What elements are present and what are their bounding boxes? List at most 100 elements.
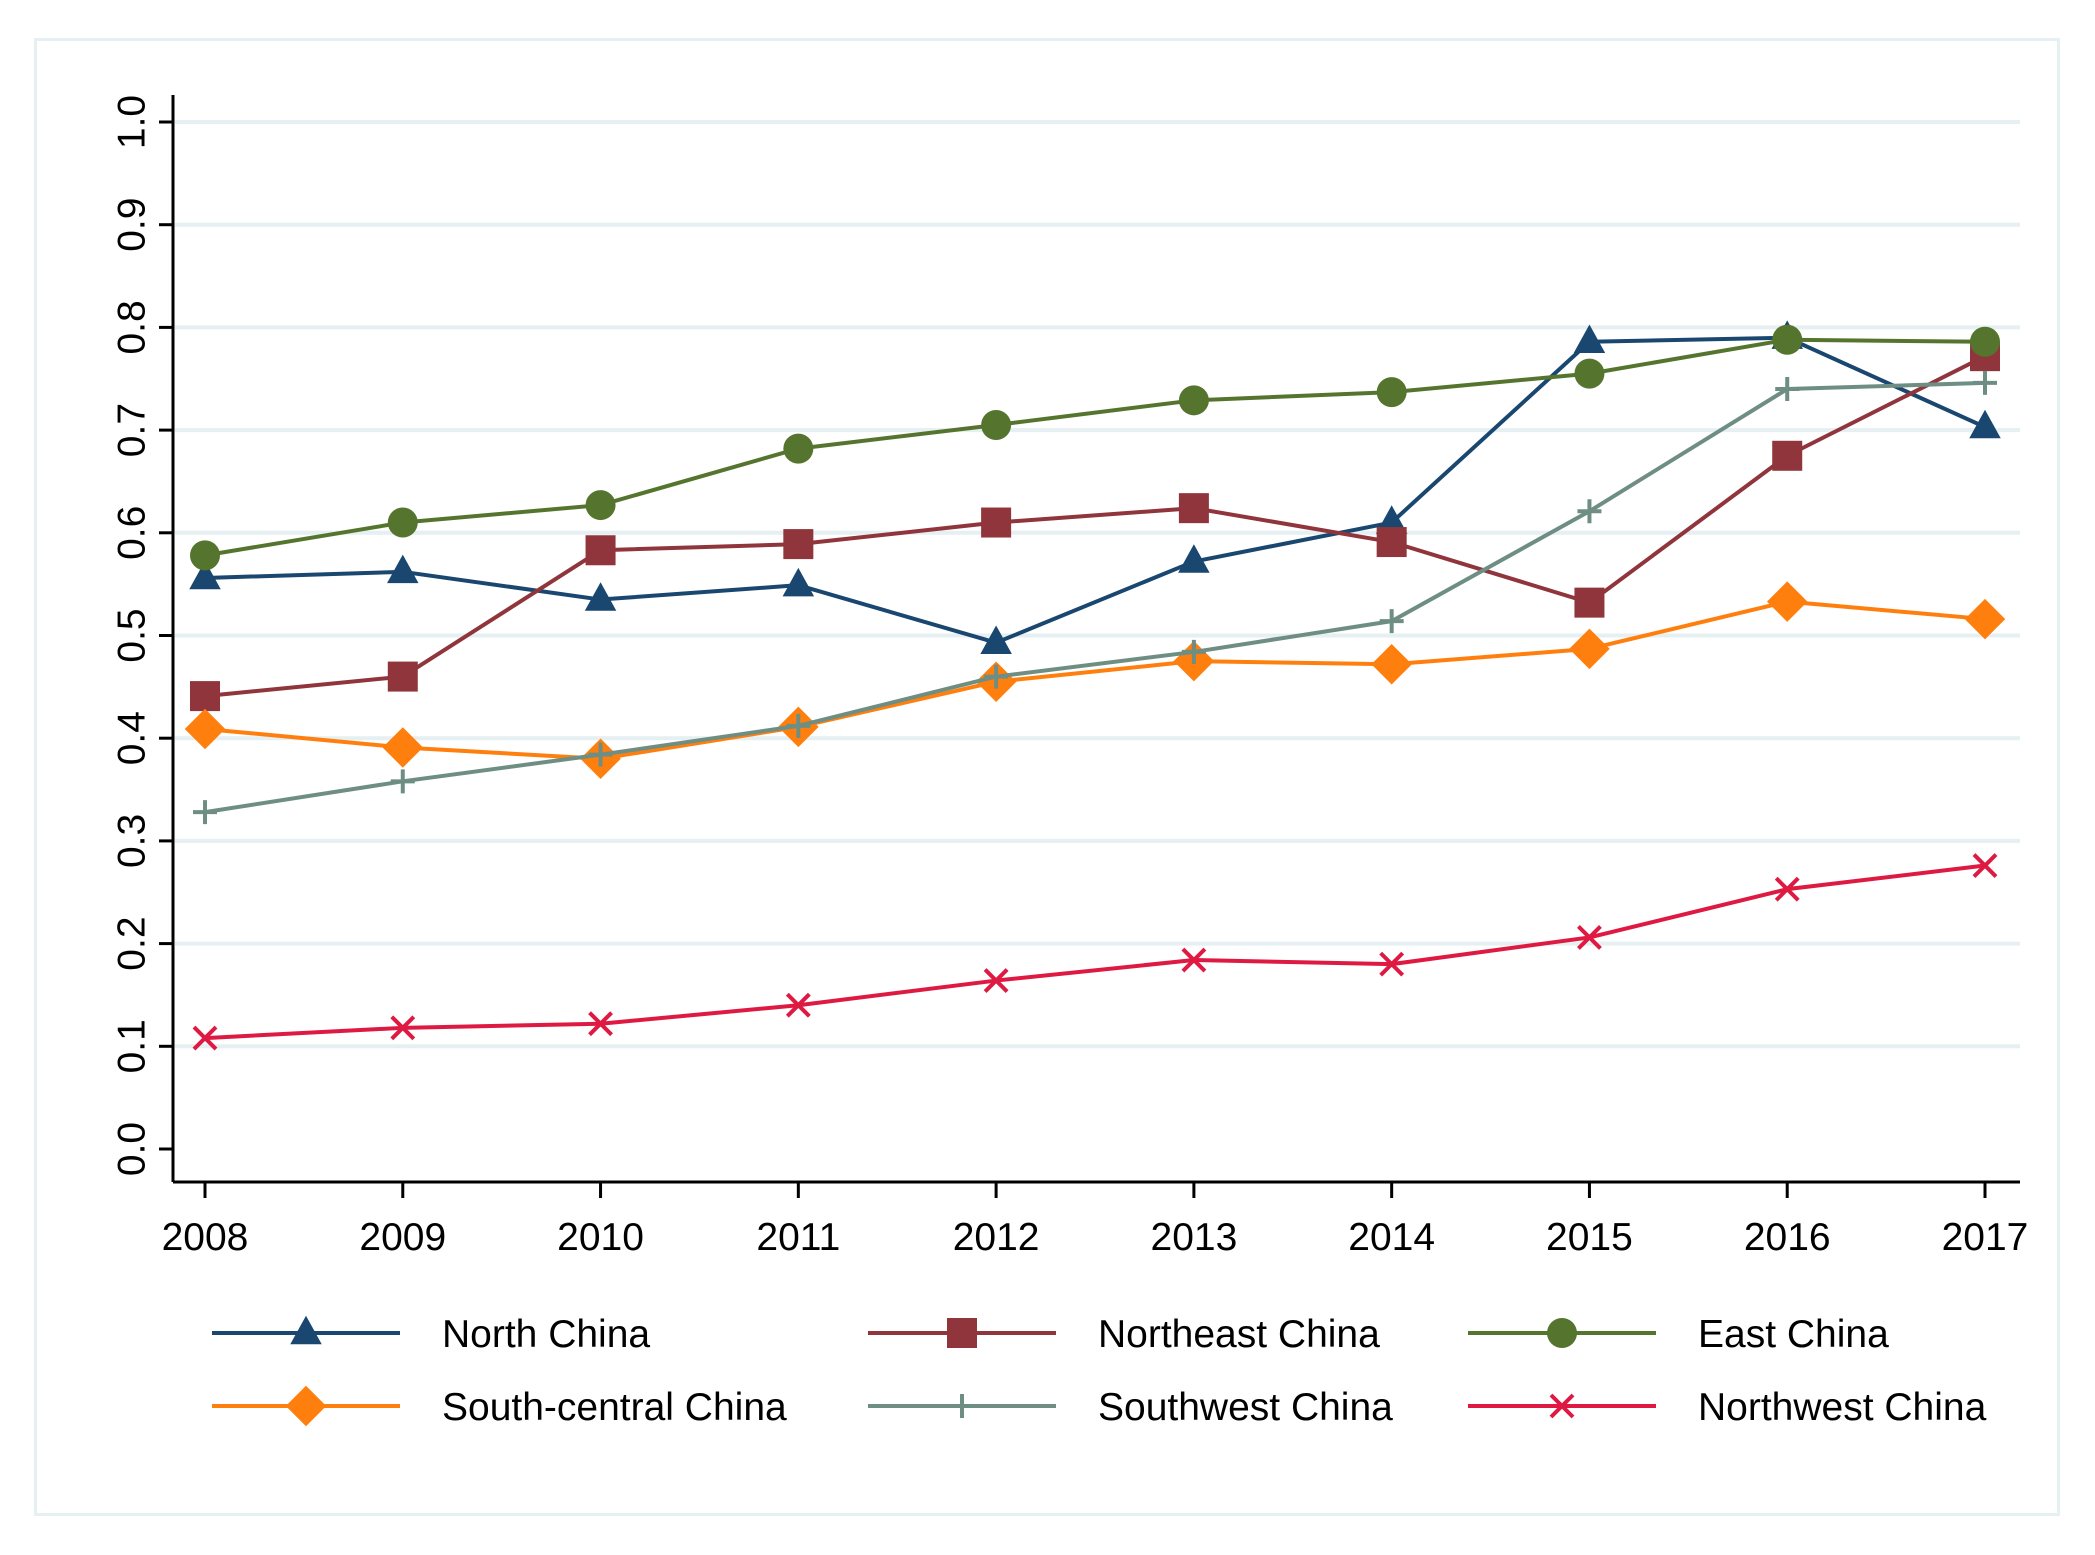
axes: 0.0 0.1 0.2 0.3 0.4 0.5 0.6 0.7 0.8 0.9 1.0 2008 200…: [110, 95, 2028, 1259]
data-point-east-china-2010: [585, 490, 616, 521]
legend-label: Northeast China: [1098, 1313, 1380, 1356]
line-southwest-china: [204, 380, 1986, 815]
line-south-central-china: [204, 599, 1986, 761]
gridlines: [175, 120, 2020, 1049]
x-tick-label: 2010: [557, 1216, 644, 1259]
legend-marker-triangle-icon: [290, 1315, 322, 1345]
data-point-north-china-2013: [1178, 544, 1210, 573]
y-tick-label: 0.3: [110, 814, 153, 868]
y-tick-label: 0.9: [110, 198, 153, 252]
x-tick-label: 2014: [1348, 1216, 1435, 1259]
data-point-east-china-2012: [981, 409, 1012, 440]
y-tick-label: 0.6: [110, 506, 153, 560]
data-point-southwest-china-2013: [1181, 639, 1206, 664]
data-point-south-central-china-2008: [184, 708, 226, 750]
legend-label: East China: [1698, 1313, 1889, 1356]
y-tick-label: 0.0: [110, 1122, 153, 1176]
x-tick-label: 2011: [756, 1216, 840, 1259]
chart-frame: [34, 38, 2060, 1516]
data-point-east-china-2017: [1970, 326, 2000, 357]
data-point-north-china-2008: [189, 560, 221, 590]
legend-marker-circle-icon: [1547, 1318, 1577, 1348]
line-northwest-china: [204, 863, 1986, 1041]
data-point-north-china-2009: [387, 554, 419, 584]
data-point-northwest-china-2017: [1972, 853, 1998, 878]
legend-item-south-central-china: South-central China: [212, 1385, 787, 1429]
data-point-southwest-china-2010: [588, 742, 613, 767]
legend-item-north-china: North China: [212, 1313, 650, 1356]
data-point-east-china-2015: [1574, 358, 1605, 389]
y-tick-label: 0.2: [110, 916, 153, 970]
y-tick-label: 1.0: [110, 95, 153, 149]
legend-marker-plus-icon: [950, 1394, 974, 1418]
x-tick-label: 2012: [953, 1216, 1040, 1259]
data-point-east-china-2011: [783, 433, 814, 464]
data-point-northeast-china-2011: [783, 529, 814, 560]
line-east-china: [204, 337, 1986, 558]
data-point-north-china-2010: [584, 582, 617, 611]
data-point-northeast-china-2013: [1178, 493, 1209, 524]
data-point-north-china-2017: [1969, 409, 2001, 439]
legend-label: South-central China: [442, 1386, 787, 1429]
data-point-northwest-china-2008: [192, 1025, 218, 1051]
data-point-southwest-china-2012: [984, 664, 1009, 689]
series-east-china: [190, 324, 2000, 571]
data-point-north-china-2011: [782, 567, 815, 597]
legend-item-southwest-china: Southwest China: [868, 1386, 1393, 1429]
data-point-southwest-china-2009: [390, 769, 415, 794]
y-tick-label: 0.5: [110, 608, 153, 662]
legend-marker-x-icon: [1549, 1393, 1575, 1419]
data-point-southwest-china-2008: [193, 800, 217, 825]
data-point-east-china-2013: [1178, 385, 1209, 416]
data-point-southwest-china-2011: [786, 713, 811, 738]
data-point-south-central-china-2017: [1964, 598, 2006, 640]
data-point-northwest-china-2011: [785, 992, 811, 1018]
series-lines: [184, 320, 2006, 1051]
data-point-southwest-china-2016: [1775, 377, 1800, 402]
data-point-northeast-china-2012: [981, 507, 1012, 538]
data-point-east-china-2009: [387, 507, 418, 538]
x-tick-label: 2017: [1942, 1216, 2029, 1259]
data-point-north-china-2014: [1375, 505, 1408, 534]
data-point-northwest-china-2012: [983, 968, 1009, 993]
data-point-south-central-china-2014: [1371, 644, 1412, 685]
data-point-northwest-china-2015: [1577, 925, 1602, 950]
data-point-southwest-china-2015: [1577, 499, 1602, 524]
x-tick-label: 2008: [162, 1216, 249, 1259]
data-point-east-china-2014: [1376, 377, 1407, 408]
y-tick-label: 0.4: [110, 711, 153, 765]
legend-label: Northwest China: [1698, 1386, 1987, 1429]
data-point-southwest-china-2014: [1379, 609, 1404, 634]
data-point-east-china-2008: [190, 540, 220, 571]
data-point-south-central-china-2009: [382, 727, 424, 768]
series-south-central-china: [184, 581, 2006, 779]
data-point-northeast-china-2008: [190, 681, 220, 712]
data-point-northeast-china-2009: [387, 661, 418, 692]
y-tick-label: 0.8: [110, 300, 153, 354]
legend-marker-diamond-icon: [285, 1385, 327, 1427]
x-tick-label: 2009: [359, 1216, 446, 1259]
legend-item-east-china: East China: [1468, 1313, 1889, 1356]
legend-marker-square-icon: [947, 1318, 977, 1348]
data-point-northeast-china-2010: [585, 535, 616, 566]
legend-label: North China: [442, 1313, 650, 1356]
data-point-northwest-china-2014: [1379, 951, 1405, 977]
data-point-northwest-china-2009: [390, 1015, 416, 1041]
data-point-northwest-china-2016: [1774, 876, 1800, 902]
data-point-northeast-china-2016: [1772, 440, 1803, 471]
x-tick-label: 2013: [1151, 1216, 1238, 1259]
data-point-northwest-china-2013: [1181, 947, 1207, 973]
legend-item-northeast-china: Northeast China: [868, 1313, 1380, 1356]
data-point-northeast-china-2015: [1574, 587, 1605, 618]
data-point-east-china-2016: [1772, 324, 1803, 355]
y-tick-label: 0.1: [110, 1019, 153, 1073]
series-northwest-china: [192, 853, 1998, 1051]
data-point-north-china-2012: [980, 625, 1012, 654]
data-point-south-central-china-2015: [1569, 628, 1610, 670]
data-point-northwest-china-2010: [588, 1011, 613, 1037]
data-point-northeast-china-2014: [1376, 527, 1407, 558]
data-point-southwest-china-2017: [1973, 370, 1997, 395]
y-tick-label: 0.7: [110, 403, 153, 457]
legend: North China Northeast China East China Sout…: [212, 1313, 1987, 1429]
